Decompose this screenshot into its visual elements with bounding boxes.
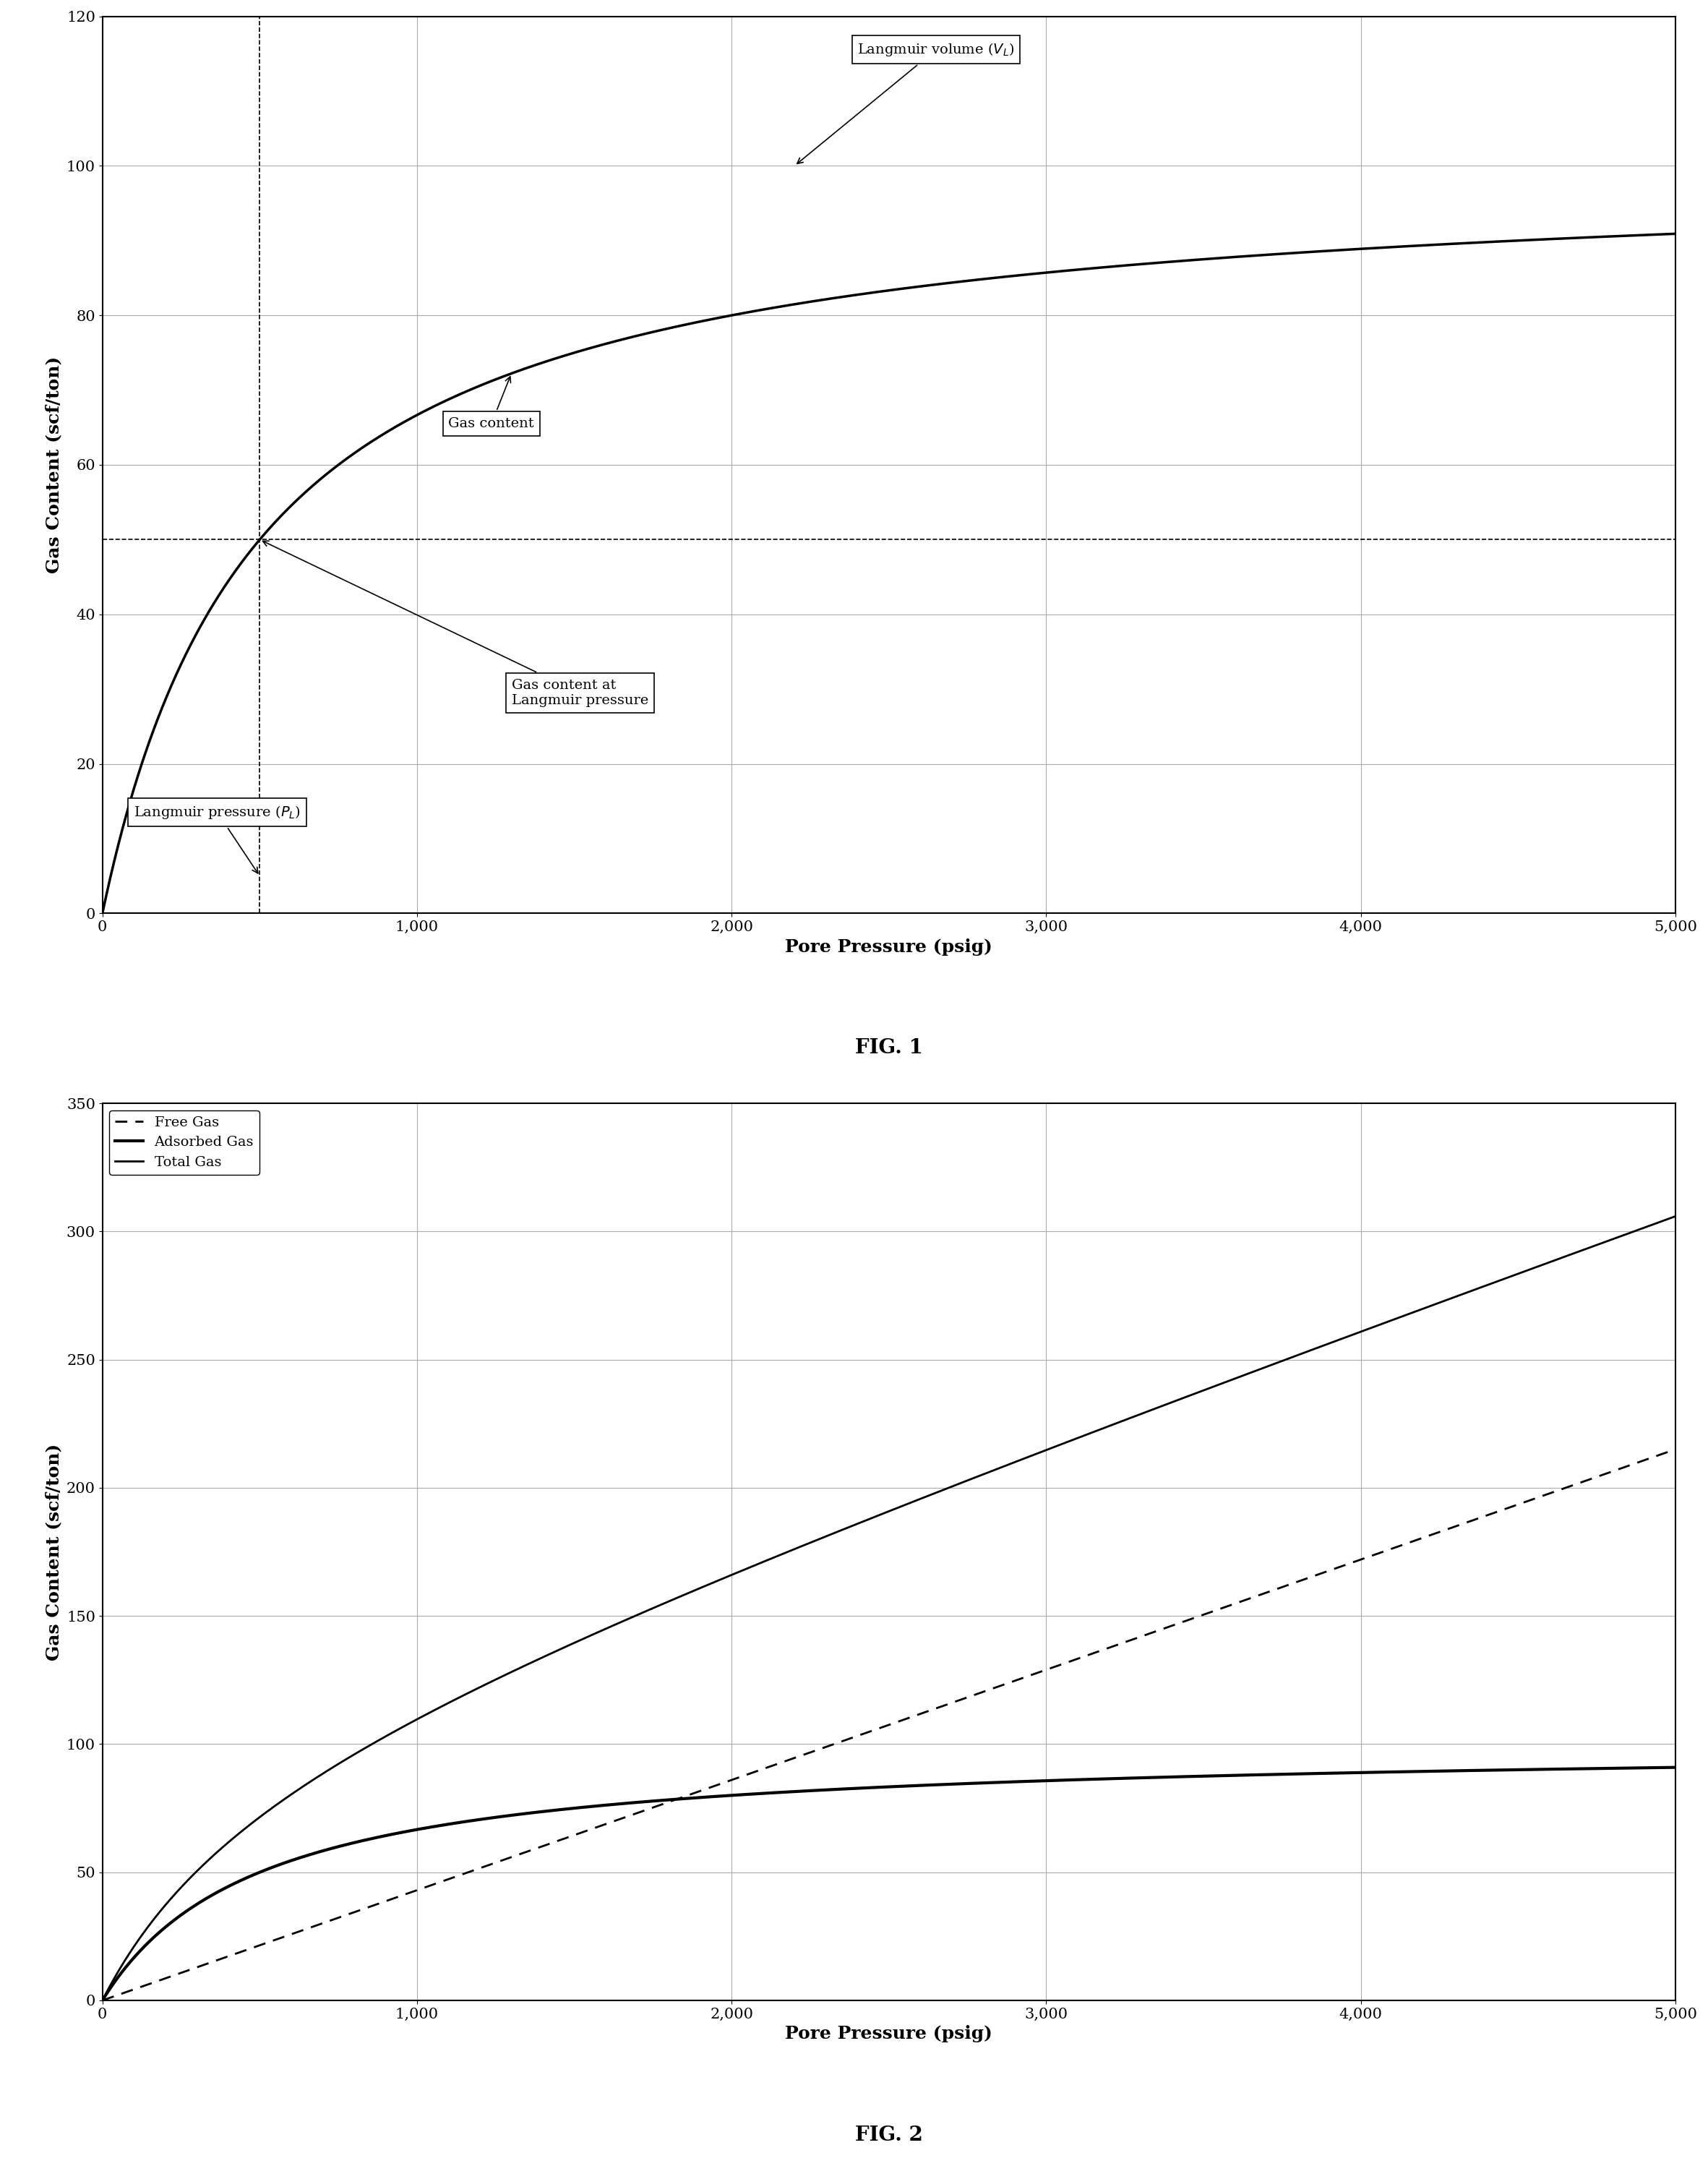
- Text: FIG. 2: FIG. 2: [856, 2125, 922, 2144]
- X-axis label: Pore Pressure (psig): Pore Pressure (psig): [786, 939, 992, 957]
- Text: Langmuir pressure ($P_L$): Langmuir pressure ($P_L$): [133, 804, 301, 874]
- Legend: Free Gas, Adsorbed Gas, Total Gas: Free Gas, Adsorbed Gas, Total Gas: [109, 1111, 260, 1174]
- Text: Gas content: Gas content: [449, 377, 535, 431]
- X-axis label: Pore Pressure (psig): Pore Pressure (psig): [786, 2024, 992, 2042]
- Y-axis label: Gas Content (scf/ton): Gas Content (scf/ton): [44, 1442, 63, 1660]
- Text: Gas content at
Langmuir pressure: Gas content at Langmuir pressure: [263, 540, 649, 706]
- Y-axis label: Gas Content (scf/ton): Gas Content (scf/ton): [44, 357, 63, 573]
- Text: FIG. 1: FIG. 1: [856, 1037, 922, 1057]
- Text: Langmuir volume ($V_L$): Langmuir volume ($V_L$): [798, 41, 1015, 163]
